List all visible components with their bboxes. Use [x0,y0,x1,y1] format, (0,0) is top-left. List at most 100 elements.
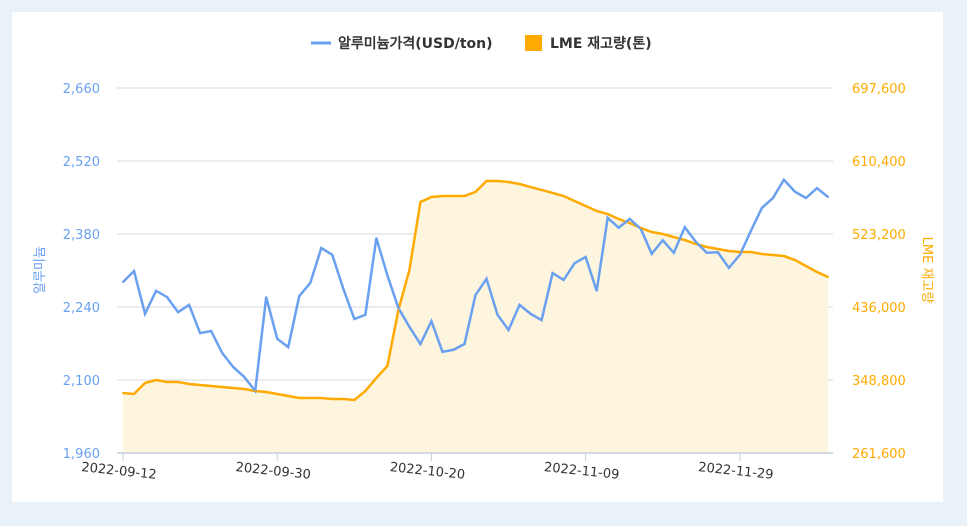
stock-point [386,365,389,368]
price-point [276,337,279,340]
price-point [419,343,422,346]
stock-point [749,250,752,253]
price-point [760,206,763,209]
stock-point [661,233,664,235]
left-tick-label: 2,240 [63,301,100,316]
right-tick-label: 436,000 [852,301,906,316]
stock-point [639,226,642,229]
price-point [122,280,124,283]
stock-point [276,392,279,395]
stock-point [760,253,763,256]
stock-point [716,247,719,250]
stock-area-fill [123,181,828,453]
stock-point [705,245,708,248]
stock-point [573,200,576,203]
price-point [804,197,807,200]
stock-point [452,194,455,197]
stock-point [595,209,598,212]
price-point [617,226,620,229]
stock-point [320,396,323,399]
series-lines [122,177,829,402]
price-point [342,287,345,290]
price-point [210,329,213,332]
price-point [199,332,202,335]
legend-label-stock[interactable]: LME 재고량(톤) [550,36,652,52]
price-point [716,251,719,254]
price-point [441,350,444,353]
price-point [331,253,334,256]
price-point [529,312,532,315]
stock-point [628,222,631,225]
right-tick-label: 610,400 [852,155,906,170]
price-point [628,217,631,220]
stock-point [199,384,202,387]
stock-point [518,183,521,186]
stock-point [177,381,180,384]
stock-point [827,276,829,279]
price-point [287,346,290,349]
price-point [595,289,598,292]
price-point [309,282,312,285]
right-axis-title: LME 재고량 [919,237,934,304]
stock-point [474,190,477,193]
price-point [606,216,609,219]
price-point [320,247,323,250]
stock-point [507,181,510,184]
price-point [375,237,378,240]
price-point [232,365,235,368]
price-point [364,313,367,316]
stock-point [188,383,191,386]
stock-point [353,399,356,402]
price-point [243,375,246,378]
stock-point [463,194,466,197]
right-tick-label: 348,800 [852,374,906,389]
price-point [540,319,543,322]
price-point [705,251,708,254]
stock-point [485,180,488,183]
price-point [485,277,488,280]
stock-point [243,388,246,391]
right-tick-label: 261,600 [852,447,906,462]
price-point [386,274,389,277]
price-point [408,325,411,328]
stock-point [650,230,653,233]
stock-point [408,268,411,271]
price-point [463,343,466,346]
x-tick-label: 2022-10-20 [389,460,466,483]
stock-point [331,398,334,401]
price-point [562,278,565,281]
stock-point [540,188,543,191]
left-tick-label: 2,520 [63,155,100,170]
stock-point [419,201,422,204]
stock-point [738,250,741,253]
legend[interactable]: 알루미늄가격(USD/ton) LME 재고량(톤) [311,35,652,52]
price-point [507,328,510,331]
stock-point [529,186,532,189]
stock-point [254,389,257,392]
stock-point [617,218,620,221]
left-tick-label: 2,380 [63,228,100,243]
x-tick-label: 2022-09-12 [81,460,158,483]
stock-point [397,309,400,312]
stock-point [672,236,675,239]
price-point [815,187,818,190]
stock-point [133,392,136,395]
stock-point [232,387,235,390]
stock-point [375,376,378,379]
price-point [771,197,774,200]
stock-point [694,242,697,245]
stock-point [441,194,444,197]
stock-point [727,249,730,252]
stock-point [551,191,554,194]
x-tick-label: 2022-11-29 [697,460,774,483]
price-point [727,266,730,269]
price-point [353,317,356,320]
stock-point [144,382,147,385]
price-point [265,296,268,299]
left-tick-label: 2,660 [63,82,100,97]
price-point [827,195,829,198]
price-point [133,270,136,273]
price-point [793,190,796,193]
legend-label-price[interactable]: 알루미늄가격(USD/ton) [338,35,493,52]
